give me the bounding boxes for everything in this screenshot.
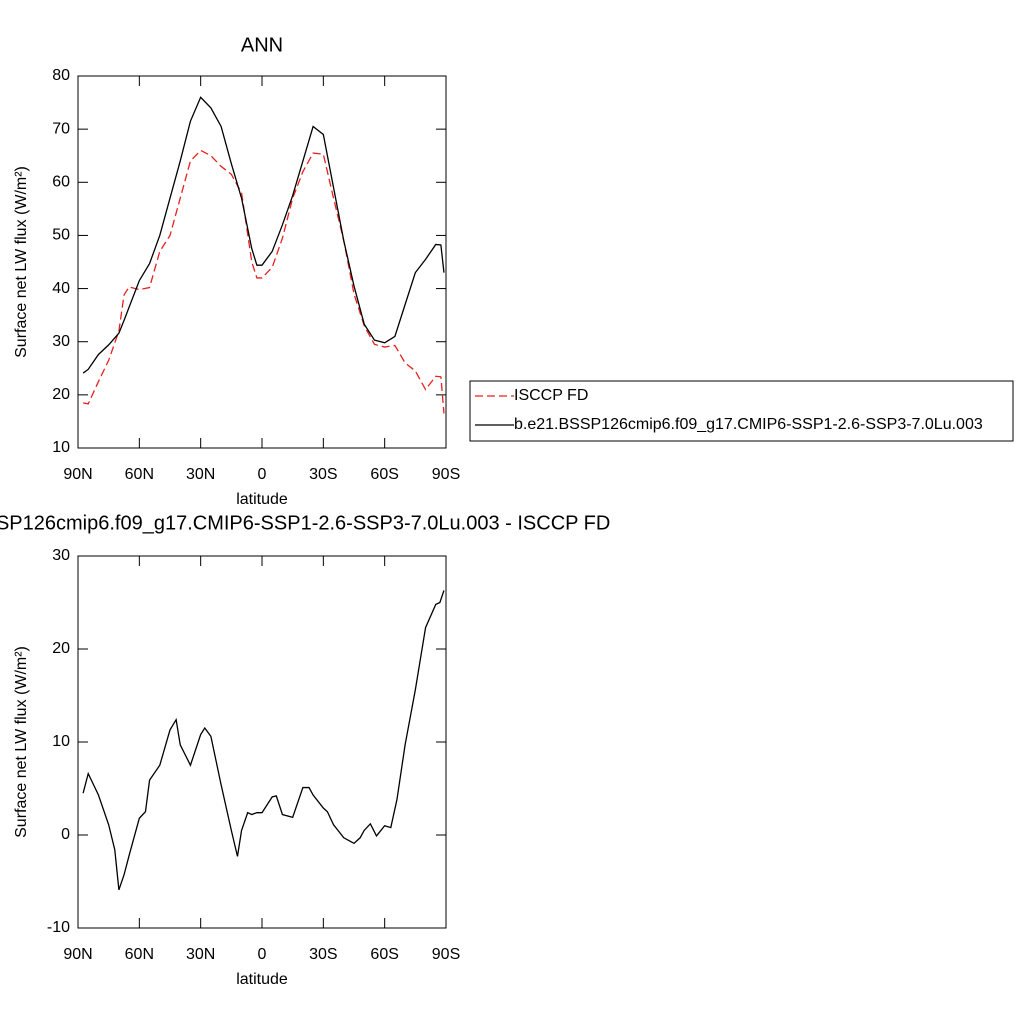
y-tick-label: 30 <box>52 547 70 564</box>
legend-label: b.e21.BSSP126cmip6.f09_g17.CMIP6-SSP1-2.… <box>514 416 983 433</box>
legend-label: ISCCP FD <box>514 387 588 404</box>
x-tick-label: 60N <box>125 466 154 483</box>
chart-title: b.e21.BSSP126cmip6.f09_g17.CMIP6-SSP1-2.… <box>0 512 610 534</box>
y-tick-label: 20 <box>52 386 70 403</box>
y-tick-label: 60 <box>52 174 70 191</box>
x-axis-label: latitude <box>236 971 288 988</box>
x-tick-label: 90S <box>432 466 460 483</box>
data-line <box>82 96 445 374</box>
x-tick-label: 30N <box>186 946 215 963</box>
y-axis-label: Surface net LW flux (W/m²) <box>13 646 30 838</box>
x-tick-label: 0 <box>258 946 267 963</box>
x-tick-label: 30N <box>186 466 215 483</box>
x-tick-label: 30S <box>309 946 337 963</box>
y-tick-label: 80 <box>52 67 70 84</box>
x-tick-label: 60S <box>370 466 398 483</box>
y-tick-label: -10 <box>47 919 70 936</box>
plot-frame <box>77 75 447 449</box>
y-axis-label: Surface net LW flux (W/m²) <box>13 166 30 358</box>
x-axis-label: latitude <box>236 491 288 508</box>
legend: ISCCP FD b.e21.BSSP126cmip6.f09_g17.CMIP6… <box>469 380 1014 442</box>
y-tick-label: 40 <box>52 280 70 297</box>
y-tick-label: 50 <box>52 227 70 244</box>
y-tick-label: 0 <box>61 826 70 843</box>
y-tick-label: 70 <box>52 120 70 137</box>
x-tick-label: 60S <box>370 946 398 963</box>
y-tick-label: 20 <box>52 640 70 657</box>
x-tick-label: 30S <box>309 466 337 483</box>
x-tick-label: 0 <box>258 466 267 483</box>
y-tick-label: 10 <box>52 439 70 456</box>
chart-title: ANN <box>241 34 283 56</box>
y-tick-label: 30 <box>52 333 70 350</box>
plot-frame <box>77 555 447 929</box>
x-tick-label: 90N <box>63 466 92 483</box>
legend-box <box>469 380 1014 442</box>
x-tick-label: 90N <box>63 946 92 963</box>
x-tick-label: 60N <box>125 946 154 963</box>
y-tick-label: 10 <box>52 733 70 750</box>
data-line <box>82 149 445 414</box>
x-tick-label: 90S <box>432 946 460 963</box>
data-line <box>82 590 445 891</box>
